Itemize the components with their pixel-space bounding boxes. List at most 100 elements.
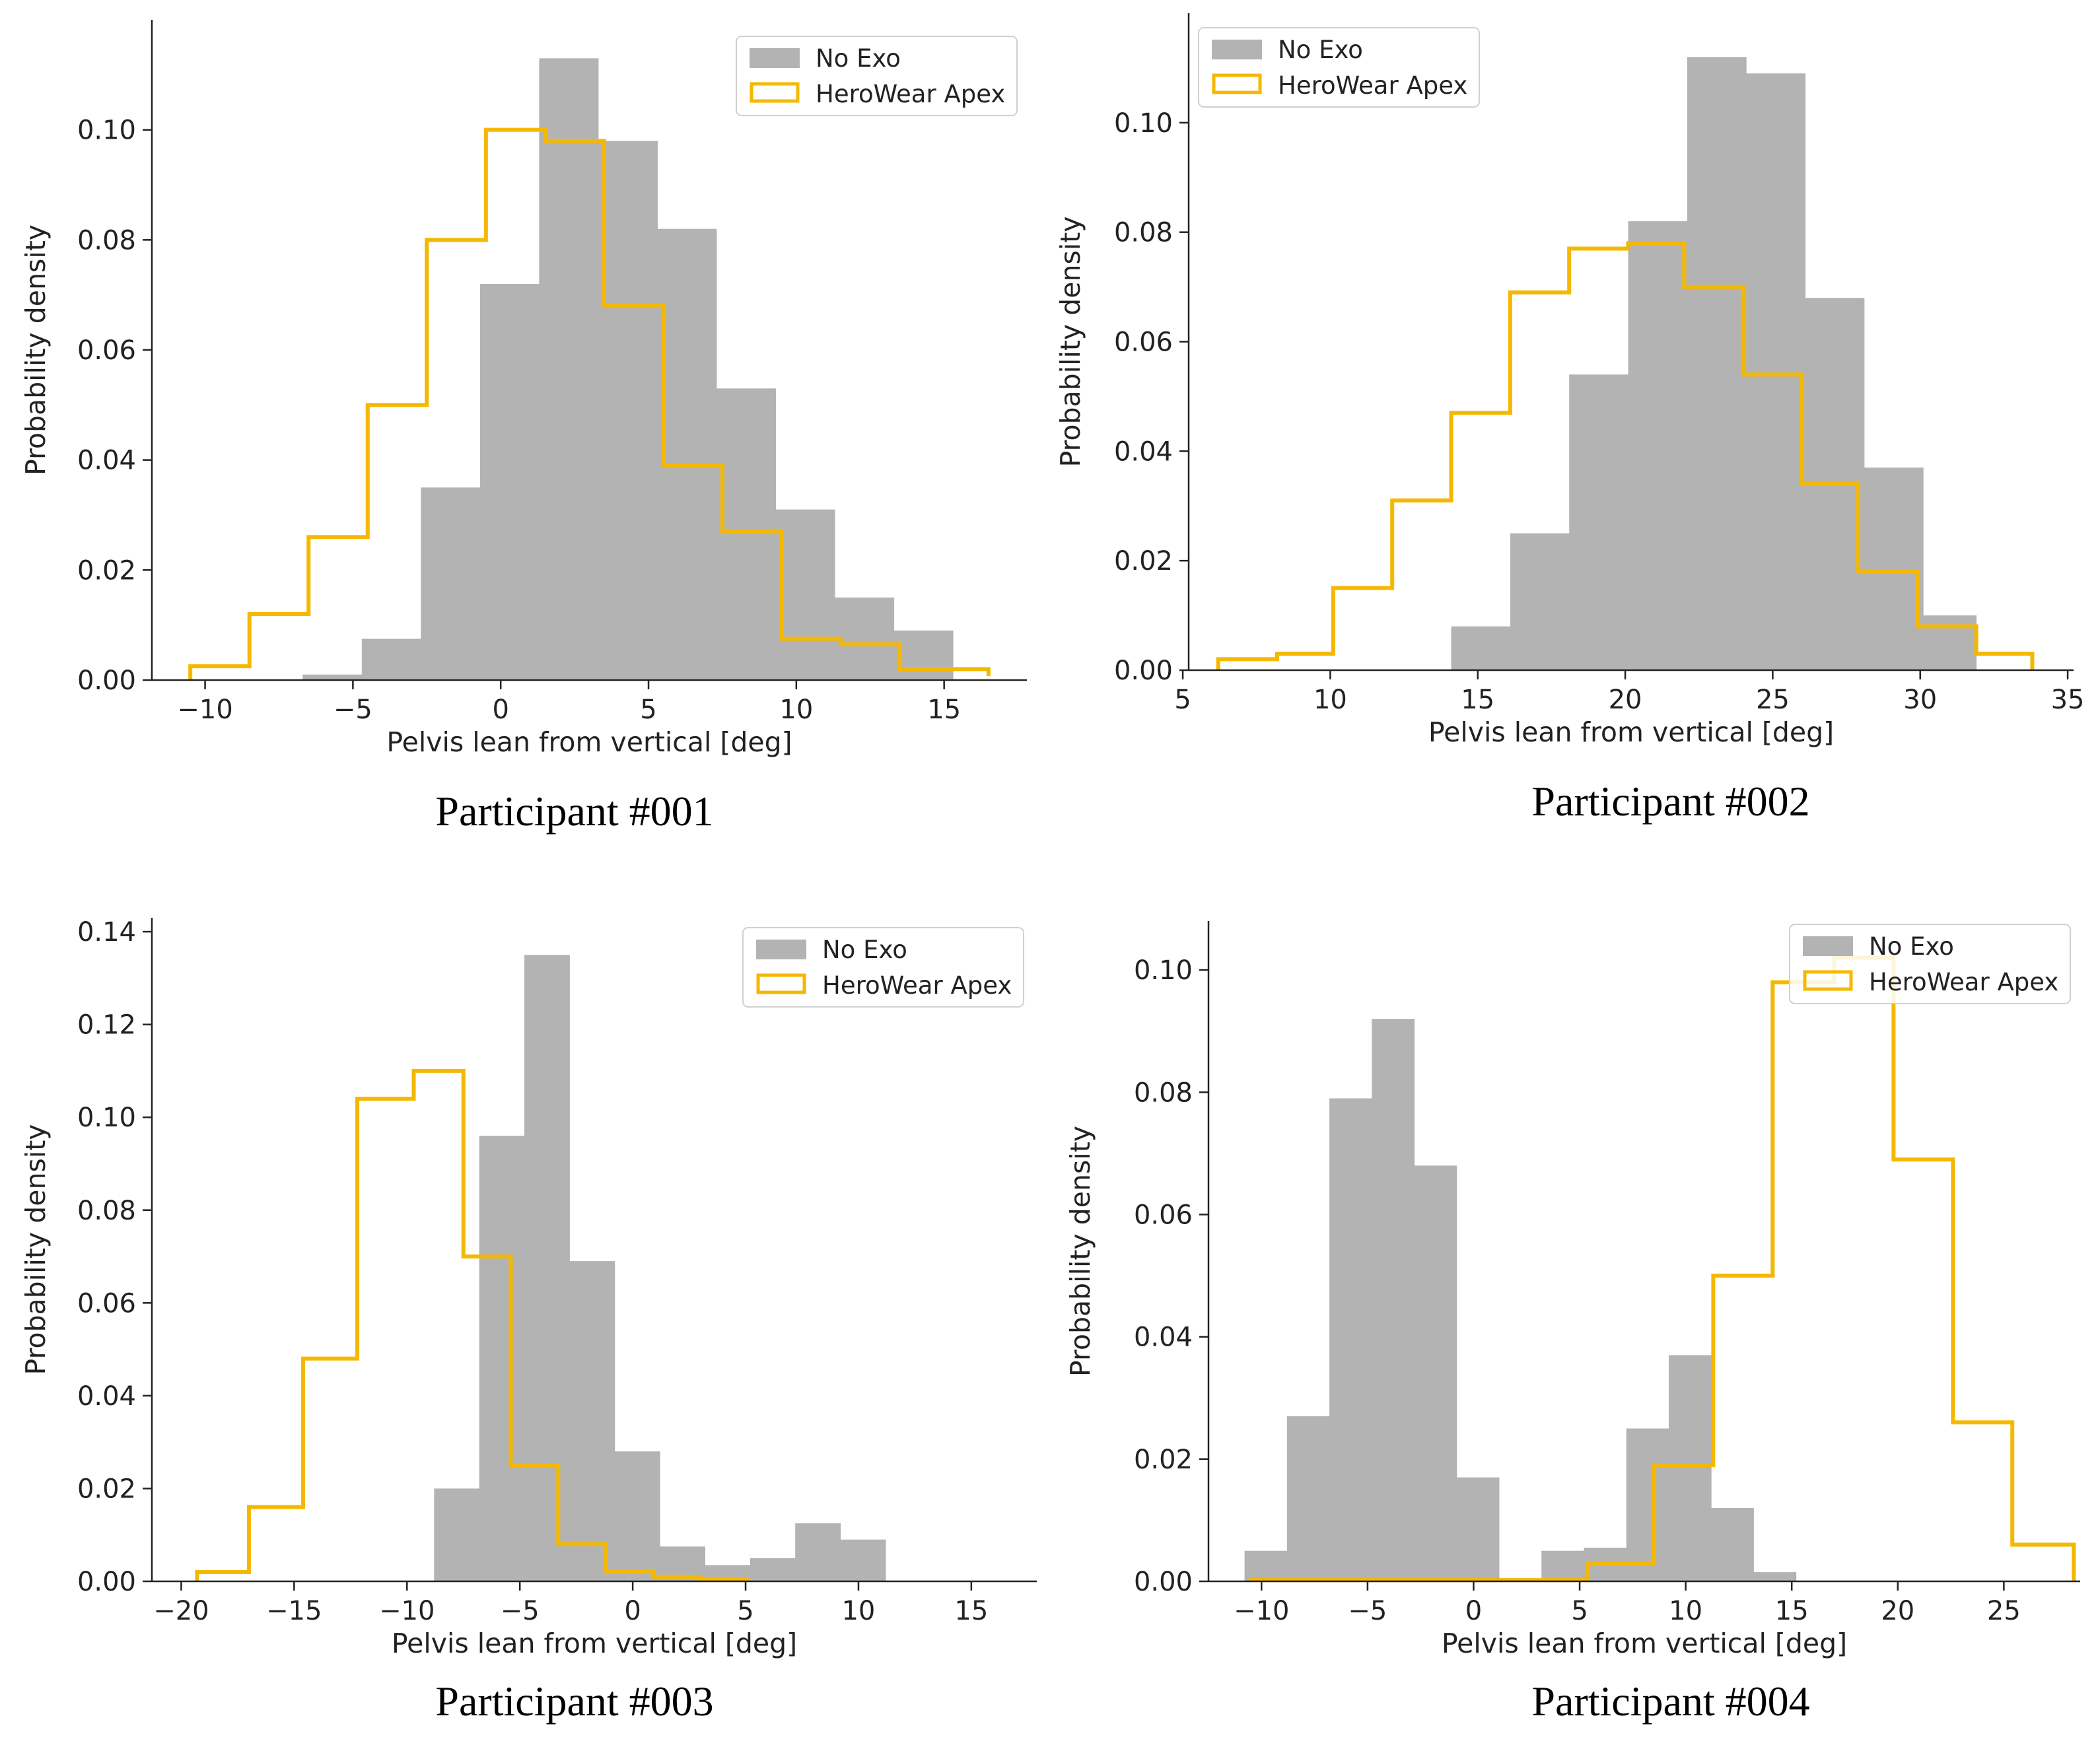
legend-label-no-exo: No Exo xyxy=(822,936,907,964)
bar xyxy=(1711,1507,1754,1581)
bar xyxy=(524,955,570,1581)
y-tick-label: 0.04 xyxy=(1134,1323,1193,1353)
x-tick-label: 10 xyxy=(841,1596,875,1626)
legend-label-herowear: HeroWear Apex xyxy=(1278,71,1467,100)
y-tick-label: 0.00 xyxy=(1134,1567,1193,1597)
panel-participant-004: −10 −5 0 5 10 15 20 25 0.00 0.02 0.04 0.06 0.08 0.10 P… xyxy=(1065,921,2080,1725)
step-line xyxy=(195,1068,750,1581)
legend-swatch-no-exo xyxy=(1803,936,1853,956)
legend: No Exo HeroWear Apex xyxy=(1198,27,1480,108)
legend-frame xyxy=(742,927,1024,1008)
bar xyxy=(421,487,481,680)
bar xyxy=(1668,1355,1712,1581)
x-tick-label: 15 xyxy=(1461,685,1494,715)
x-tick-label: −10 xyxy=(1234,1596,1289,1626)
bar xyxy=(1456,1477,1500,1581)
y-tick-label: 0.02 xyxy=(77,1474,136,1504)
x-tick-label: 15 xyxy=(927,695,961,725)
x-tick-label: 5 xyxy=(1174,685,1191,715)
bar xyxy=(1746,73,1806,671)
panel-caption: Participant #003 xyxy=(435,1678,713,1725)
y-tick-label: 0.02 xyxy=(77,555,136,586)
x-tick-label: 0 xyxy=(1465,1596,1482,1626)
y-tick-label: 0.10 xyxy=(1114,108,1173,139)
y-tick-label: 0.12 xyxy=(77,1010,136,1041)
step-line xyxy=(1216,241,2035,670)
step-line xyxy=(188,127,991,680)
legend-swatch-herowear xyxy=(756,973,806,994)
x-tick-label: 5 xyxy=(1571,1596,1588,1626)
bar xyxy=(614,1451,660,1581)
bar xyxy=(1626,1428,1669,1581)
panel-caption: Participant #004 xyxy=(1531,1678,1809,1725)
panel-caption: Participant #001 xyxy=(435,788,713,835)
x-tick-label: 35 xyxy=(2051,685,2085,715)
y-axis-label: Probability density xyxy=(1065,1126,1096,1377)
x-axis-label: Pelvis lean from vertical [deg] xyxy=(392,1628,797,1659)
x-tick-label: −10 xyxy=(177,695,232,725)
y-tick-label: 0.06 xyxy=(1134,1200,1193,1230)
y-tick-label: 0.00 xyxy=(1114,656,1173,686)
x-tick-label: 20 xyxy=(1609,685,1642,715)
x-tick-label: 10 xyxy=(1313,685,1347,715)
legend: No Exo HeroWear Apex xyxy=(736,36,1018,116)
legend-swatch-no-exo xyxy=(750,48,800,68)
bar xyxy=(1864,467,1924,670)
y-axis-label: Probability density xyxy=(20,224,52,475)
bar xyxy=(1286,1416,1330,1581)
y-tick-label: 0.06 xyxy=(77,335,136,366)
bar xyxy=(1329,1098,1372,1581)
y-tick-label: 0.04 xyxy=(77,446,136,476)
bar xyxy=(598,141,658,681)
legend-label-no-exo: No Exo xyxy=(816,44,901,73)
x-axis-label: Pelvis lean from vertical [deg] xyxy=(1428,716,1834,748)
legend-label-herowear: HeroWear Apex xyxy=(1869,968,2058,996)
y-tick-label: 0.08 xyxy=(1134,1078,1193,1108)
y-axis-label: Probability density xyxy=(20,1124,52,1375)
legend-swatch-no-exo xyxy=(756,940,806,959)
bar xyxy=(479,1136,525,1581)
y-tick-label: 0.14 xyxy=(77,917,136,947)
x-tick-label: −5 xyxy=(501,1596,540,1626)
bar xyxy=(434,1488,480,1581)
y-tick-label: 0.08 xyxy=(1114,218,1173,248)
y-tick-label: 0.00 xyxy=(77,666,136,696)
legend: No Exo HeroWear Apex xyxy=(1789,924,2071,1004)
x-tick-label: −20 xyxy=(153,1596,209,1626)
x-tick-label: 25 xyxy=(1756,685,1790,715)
bar xyxy=(1628,221,1688,670)
panel-caption: Participant #002 xyxy=(1531,778,1809,825)
x-axis-label: Pelvis lean from vertical [deg] xyxy=(386,726,792,758)
bar xyxy=(1687,57,1747,671)
y-tick-label: 0.02 xyxy=(1134,1445,1193,1475)
y-tick-label: 0.04 xyxy=(77,1381,136,1412)
bar xyxy=(1451,626,1511,670)
bar xyxy=(835,598,895,680)
bar xyxy=(1244,1550,1288,1581)
x-tick-label: −5 xyxy=(1348,1596,1387,1626)
legend-swatch-herowear xyxy=(750,82,800,103)
panel-participant-002: 5 10 15 20 25 30 35 0.00 0.02 0.04 0.06 0.08 0.10 Pel… xyxy=(1055,13,2085,825)
y-tick-label: 0.04 xyxy=(1114,436,1173,467)
bar xyxy=(569,1261,615,1581)
bar xyxy=(775,509,835,680)
y-tick-label: 0.06 xyxy=(1114,327,1173,358)
bar xyxy=(1753,1572,1797,1581)
bar xyxy=(539,58,599,681)
legend-swatch-herowear xyxy=(1803,970,1853,991)
x-tick-label: 30 xyxy=(1903,685,1937,715)
bar xyxy=(750,1558,796,1581)
bar xyxy=(1414,1165,1457,1581)
legend-frame xyxy=(736,36,1018,116)
bar xyxy=(302,674,363,680)
panel-participant-001: −10 −5 0 5 10 15 0.00 0.02 0.04 0.06 0.08 0.10 Pelvi… xyxy=(20,20,1027,835)
x-tick-label: 15 xyxy=(954,1596,988,1626)
legend-label-herowear: HeroWear Apex xyxy=(816,80,1005,108)
y-axis-label: Probability density xyxy=(1055,216,1086,467)
y-tick-label: 0.10 xyxy=(1134,955,1193,986)
x-tick-label: −10 xyxy=(379,1596,435,1626)
panel-participant-003: −20 −15 −10 −5 0 5 10 15 0.00 0.02 0.04 0.06 0.08 0.1… xyxy=(20,917,1037,1725)
bar xyxy=(795,1523,841,1581)
x-tick-label: 0 xyxy=(624,1596,641,1626)
